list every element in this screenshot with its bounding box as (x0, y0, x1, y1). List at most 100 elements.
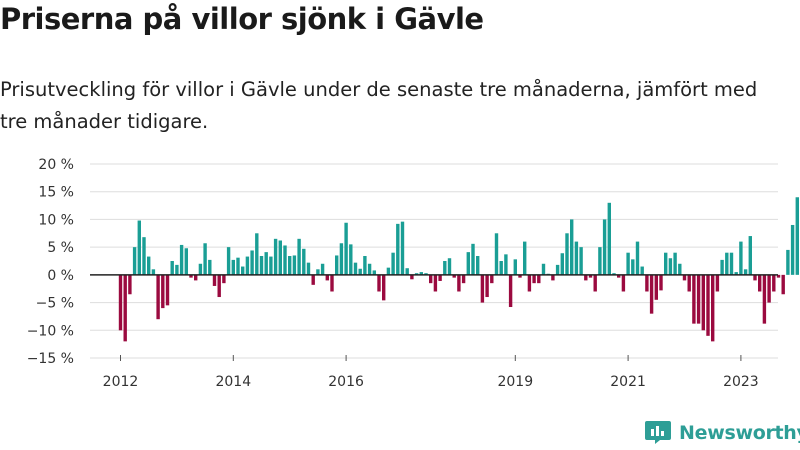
newsworthy-brand: Newsworthy (645, 419, 800, 447)
y-tick-label: −10 % (27, 323, 74, 339)
bar (363, 256, 367, 275)
bar (635, 241, 640, 275)
bar (236, 257, 240, 275)
bar (659, 274, 663, 291)
bar (226, 247, 231, 275)
bar (598, 247, 602, 275)
y-tick-label: 10 % (38, 212, 74, 228)
bar (555, 264, 560, 275)
x-tick-label: 2023 (723, 374, 759, 390)
bar (386, 267, 391, 275)
bar (452, 274, 456, 278)
bar (203, 243, 207, 275)
bar (781, 274, 785, 295)
bar (297, 238, 301, 275)
bar (400, 221, 405, 275)
bar (344, 222, 348, 275)
bar (241, 266, 245, 275)
bar (372, 270, 376, 275)
bar (772, 274, 776, 292)
bar (523, 241, 527, 275)
x-axis: 2012201420162019202120232025 (103, 355, 759, 390)
bar (212, 274, 217, 286)
bar (706, 274, 710, 336)
bar (424, 273, 428, 275)
chart-title: Priserna på villor sjönk i Gävle (0, 2, 484, 36)
bar (673, 252, 677, 275)
bar (626, 252, 630, 275)
bar (461, 274, 466, 284)
bar (264, 252, 268, 275)
bar (537, 274, 541, 284)
bar (269, 256, 273, 275)
bar (748, 236, 752, 275)
bar (678, 263, 682, 275)
bar (198, 263, 203, 275)
bar (715, 274, 720, 292)
bar (128, 274, 132, 295)
bar (273, 238, 278, 275)
bar (292, 255, 297, 275)
bar (123, 274, 127, 342)
bar (306, 262, 311, 275)
bar (551, 274, 555, 281)
bar (692, 274, 696, 324)
bar (682, 274, 687, 281)
y-tick-label: −15 % (27, 351, 74, 367)
bar (137, 220, 141, 275)
bar (316, 269, 320, 275)
bar (602, 219, 607, 275)
bar (584, 274, 588, 281)
bar (250, 250, 254, 275)
bar (579, 247, 583, 275)
bar (499, 261, 503, 275)
bar (532, 274, 536, 284)
bar (320, 263, 325, 275)
bar (570, 219, 574, 275)
bar (743, 269, 748, 275)
bar (565, 233, 569, 275)
bar (382, 274, 386, 301)
bar (179, 244, 184, 275)
bar (165, 274, 170, 306)
bar (457, 274, 461, 292)
bar (142, 237, 146, 275)
bar (405, 268, 409, 275)
bar (696, 274, 701, 324)
bar (607, 202, 611, 275)
bar (170, 261, 174, 275)
bar (758, 274, 762, 292)
bar (151, 269, 156, 275)
bar (245, 256, 250, 275)
bar (447, 258, 452, 275)
bar (339, 243, 344, 275)
bar (466, 252, 470, 275)
bar (631, 259, 635, 275)
bar (419, 272, 423, 275)
bar (560, 253, 564, 275)
bar (311, 274, 315, 285)
bar (640, 266, 644, 275)
x-tick-label: 2019 (497, 374, 533, 390)
bar (490, 274, 494, 284)
bar (231, 259, 235, 275)
y-tick-label: 15 % (38, 185, 74, 201)
bar (504, 254, 508, 275)
bar (175, 264, 179, 275)
bar (330, 274, 334, 292)
bar (283, 245, 287, 275)
bar (541, 263, 546, 275)
bar (132, 247, 137, 275)
y-tick-label: 20 % (38, 157, 74, 173)
bar (508, 274, 513, 308)
chart-subtitle: Prisutveckling för villor i Gävle under … (0, 78, 758, 133)
bar (471, 243, 475, 275)
bar (739, 241, 743, 275)
y-tick-label: 0 % (47, 268, 74, 284)
bar (588, 274, 593, 278)
bar (414, 273, 419, 275)
bar (480, 274, 485, 303)
x-tick-label: 2012 (103, 374, 139, 390)
bar (161, 274, 165, 309)
